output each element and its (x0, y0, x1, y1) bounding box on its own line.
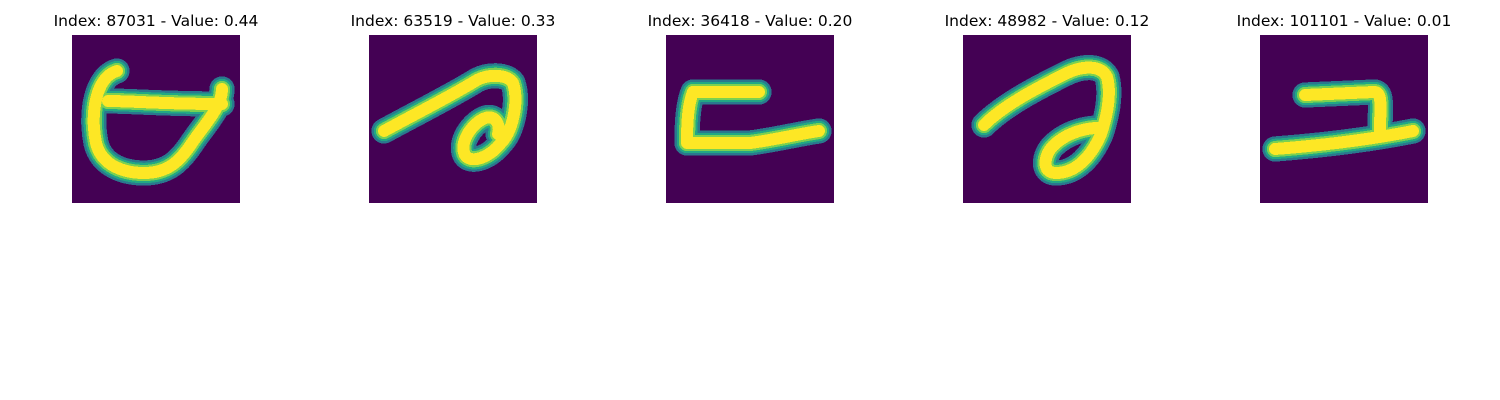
image-thumbnail (963, 35, 1131, 203)
image-panel: Index: 36418 - Value: 0.20 (666, 0, 834, 210)
image-thumbnail (666, 35, 834, 203)
panel-title: Index: 63519 - Value: 0.33 (351, 12, 556, 30)
panel-title: Index: 87031 - Value: 0.44 (54, 12, 259, 30)
panel-title: Index: 48982 - Value: 0.12 (945, 12, 1150, 30)
image-thumbnail (1260, 35, 1428, 203)
image-thumbnail (369, 35, 537, 203)
image-panel: Index: 63519 - Value: 0.33 (369, 0, 537, 210)
panel-title: Index: 36418 - Value: 0.20 (648, 12, 853, 30)
image-thumbnail (72, 35, 240, 203)
image-panel: Index: 87031 - Value: 0.44 (72, 0, 240, 210)
image-panel: Index: 48982 - Value: 0.12 (963, 0, 1131, 210)
image-panel: Index: 101101 - Value: 0.01 (1260, 0, 1428, 210)
panel-title: Index: 101101 - Value: 0.01 (1237, 12, 1452, 30)
